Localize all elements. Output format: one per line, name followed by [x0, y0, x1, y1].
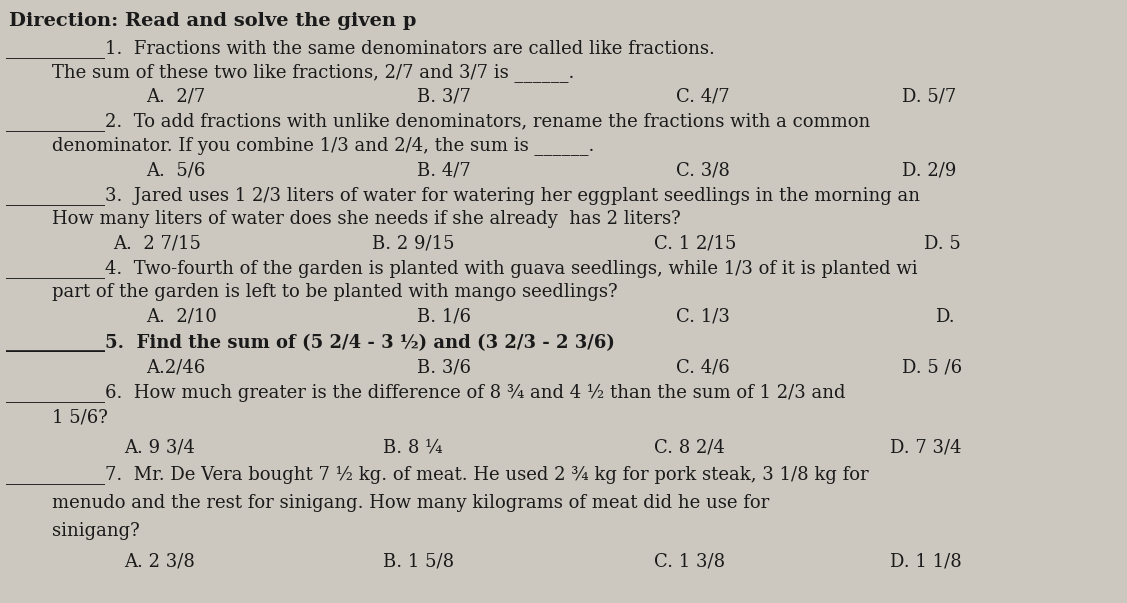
- Text: C. 4/7: C. 4/7: [676, 87, 730, 106]
- Text: ___________4.  Two-fourth of the garden is planted with guava seedlings, while 1: ___________4. Two-fourth of the garden i…: [6, 259, 917, 278]
- Text: sinigang?: sinigang?: [6, 522, 140, 540]
- Text: D. 2/9: D. 2/9: [902, 161, 956, 179]
- Text: How many liters of water does she needs if she already  has 2 liters?: How many liters of water does she needs …: [6, 210, 681, 229]
- Text: ___________7.  Mr. De Vera bought 7 ½ kg. of meat. He used 2 ¾ kg for pork steak: ___________7. Mr. De Vera bought 7 ½ kg.…: [6, 466, 868, 485]
- Text: ___________1.  Fractions with the same denominators are called like fractions.: ___________1. Fractions with the same de…: [6, 39, 715, 58]
- Text: C. 4/6: C. 4/6: [676, 359, 730, 377]
- Text: A.  5/6: A. 5/6: [147, 161, 206, 179]
- Text: B. 2 9/15: B. 2 9/15: [372, 235, 454, 253]
- Text: C. 1/3: C. 1/3: [676, 308, 730, 326]
- Text: ___________5.  Find the sum of (5 2/4 - 3 ½) and (3 2/3 - 2 3/6): ___________5. Find the sum of (5 2/4 - 3…: [6, 333, 614, 352]
- Text: ___________2.  To add fractions with unlike denominators, rename the fractions w: ___________2. To add fractions with unli…: [6, 112, 870, 131]
- Text: ___________6.  How much greater is the difference of 8 ¾ and 4 ½ than the sum of: ___________6. How much greater is the di…: [6, 384, 845, 403]
- Text: C. 8 2/4: C. 8 2/4: [654, 438, 725, 456]
- Text: A.  2 7/15: A. 2 7/15: [113, 235, 201, 253]
- Text: ___________3.  Jared uses 1 2/3 liters of water for watering her eggplant seedli: ___________3. Jared uses 1 2/3 liters of…: [6, 186, 920, 205]
- Text: B. 3/7: B. 3/7: [417, 87, 471, 106]
- Text: A.2/46: A.2/46: [147, 359, 206, 377]
- Text: The sum of these two like fractions, 2/7 and 3/7 is ______.: The sum of these two like fractions, 2/7…: [6, 63, 574, 82]
- Text: D. 5: D. 5: [924, 235, 961, 253]
- Text: C. 1 2/15: C. 1 2/15: [654, 235, 736, 253]
- Text: D. 5/7: D. 5/7: [902, 87, 956, 106]
- Text: D.: D.: [935, 308, 955, 326]
- Text: part of the garden is left to be planted with mango seedlings?: part of the garden is left to be planted…: [6, 283, 618, 302]
- Text: 1 5/6?: 1 5/6?: [6, 408, 107, 426]
- Text: C. 1 3/8: C. 1 3/8: [654, 553, 725, 571]
- Text: D. 5 /6: D. 5 /6: [902, 359, 961, 377]
- Text: A. 9 3/4: A. 9 3/4: [124, 438, 195, 456]
- Text: B. 3/6: B. 3/6: [417, 359, 471, 377]
- Text: C. 3/8: C. 3/8: [676, 161, 730, 179]
- Text: D. 1 1/8: D. 1 1/8: [890, 553, 962, 571]
- Text: D. 7 3/4: D. 7 3/4: [890, 438, 961, 456]
- Text: B. 1 5/8: B. 1 5/8: [383, 553, 454, 571]
- Text: B. 8 ¼: B. 8 ¼: [383, 438, 443, 456]
- Text: A.  2/10: A. 2/10: [147, 308, 218, 326]
- Text: A.  2/7: A. 2/7: [147, 87, 206, 106]
- Text: B. 4/7: B. 4/7: [417, 161, 471, 179]
- Text: denominator. If you combine 1/3 and 2/4, the sum is ______.: denominator. If you combine 1/3 and 2/4,…: [6, 136, 594, 156]
- Text: A. 2 3/8: A. 2 3/8: [124, 553, 195, 571]
- Text: menudo and the rest for sinigang. How many kilograms of meat did he use for: menudo and the rest for sinigang. How ma…: [6, 494, 769, 512]
- Text: B. 1/6: B. 1/6: [417, 308, 471, 326]
- Text: Direction: Read and solve the given p: Direction: Read and solve the given p: [9, 12, 416, 30]
